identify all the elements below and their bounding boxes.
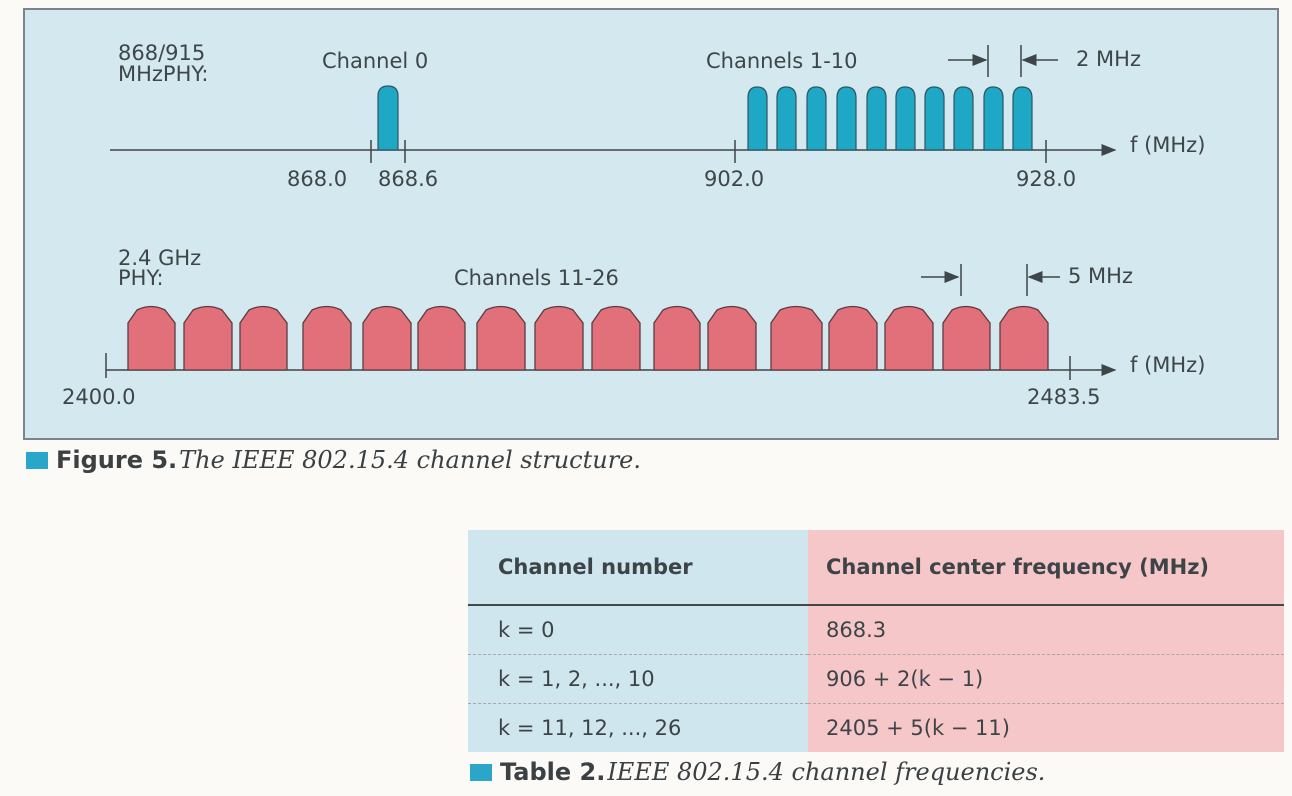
table-row: k = 0 868.3	[468, 605, 1284, 655]
bottom-ticks	[105, 353, 1071, 380]
cell-frequency: 906 + 2(k − 1)	[808, 654, 1284, 704]
spacing-2mhz-label: 2 MHz	[1076, 47, 1141, 71]
channels-11-26-label: Channels 11-26	[454, 266, 619, 290]
tick-868-0: 868.0	[287, 167, 347, 191]
cell-frequency: 868.3	[808, 605, 1284, 655]
spacing-5mhz-marker	[921, 264, 1060, 296]
tick-928-0: 928.0	[1016, 167, 1076, 191]
table-header-row: Channel number Channel center frequency …	[468, 530, 1284, 606]
tick-868-6: 868.6	[378, 167, 438, 191]
figure-caption: Figure 5. The IEEE 802.15.4 channel stru…	[26, 446, 641, 474]
tick-902-0: 902.0	[704, 167, 764, 191]
table-caption-label: Table 2.	[500, 758, 606, 786]
bottom-axis-label: f (MHz)	[1130, 353, 1205, 377]
bottom-phy-label-1: 2.4 GHz	[118, 246, 201, 270]
table-row: k = 11, 12, ..., 26 2405 + 5(k − 11)	[468, 703, 1284, 752]
channel-0-bar	[377, 85, 399, 151]
channels-1-10-label: Channels 1-10	[706, 49, 858, 73]
channel0-label: Channel 0	[322, 49, 428, 73]
spacing-2mhz-marker	[948, 45, 1058, 77]
caption-square-icon	[470, 763, 492, 781]
table-row: k = 1, 2, ..., 10 906 + 2(k − 1)	[468, 654, 1284, 704]
figure-caption-label: Figure 5.	[56, 446, 178, 474]
header-center-frequency: Channel center frequency (MHz)	[808, 530, 1284, 606]
top-phy-label-1: 868/915	[118, 41, 205, 65]
spacing-5mhz-label: 5 MHz	[1068, 264, 1133, 288]
top-axis-label: f (MHz)	[1130, 133, 1205, 157]
bottom-phy-label-2: PHY:	[118, 266, 164, 290]
top-ticks	[370, 140, 1047, 163]
header-channel-number: Channel number	[468, 530, 808, 606]
channel-frequency-table: Channel number Channel center frequency …	[468, 530, 1284, 752]
figure-panel	[23, 8, 1279, 440]
cell-frequency: 2405 + 5(k − 11)	[808, 703, 1284, 752]
table-caption: Table 2. IEEE 802.15.4 channel frequenci…	[470, 758, 1045, 786]
cell-channel: k = 1, 2, ..., 10	[468, 654, 808, 704]
caption-square-icon	[26, 451, 48, 469]
channels-1-10-bars	[747, 86, 1033, 151]
tick-2400-0: 2400.0	[62, 385, 135, 409]
tick-2483-5: 2483.5	[1027, 385, 1100, 409]
table-caption-text: IEEE 802.15.4 channel frequencies.	[607, 758, 1046, 786]
top-phy-label-2: MHzPHY:	[118, 62, 209, 86]
figure-caption-text: The IEEE 802.15.4 channel structure.	[179, 446, 642, 474]
cell-channel: k = 11, 12, ..., 26	[468, 703, 808, 752]
cell-channel: k = 0	[468, 605, 808, 655]
channels-11-26-bars	[127, 305, 1049, 371]
